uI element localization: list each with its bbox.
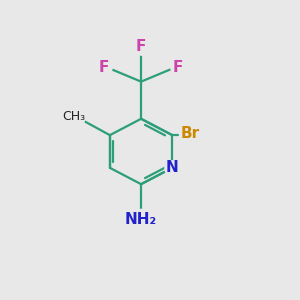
- Text: F: F: [99, 60, 109, 75]
- Text: Br: Br: [181, 126, 200, 141]
- Text: F: F: [173, 60, 183, 75]
- Text: NH₂: NH₂: [125, 212, 157, 227]
- Text: N: N: [166, 160, 179, 175]
- Text: F: F: [136, 39, 146, 54]
- Text: CH₃: CH₃: [62, 110, 85, 123]
